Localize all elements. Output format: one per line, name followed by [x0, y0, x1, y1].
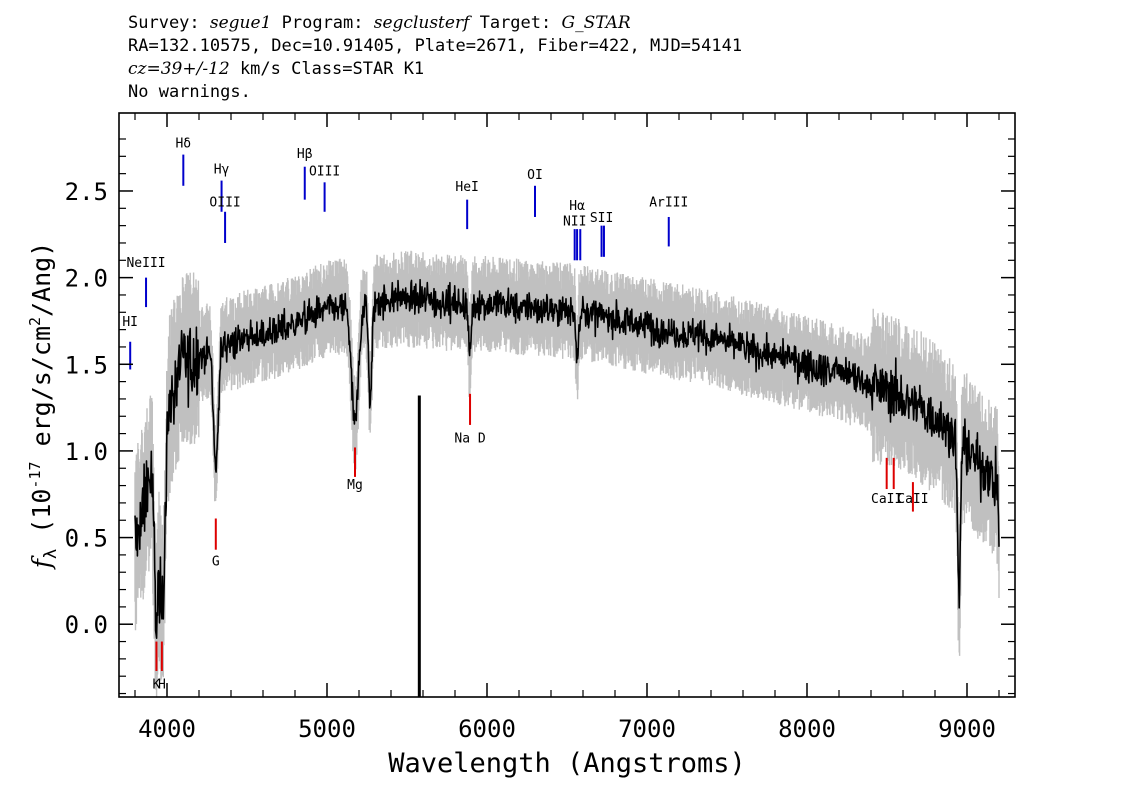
line-label-oiii: OIII [309, 164, 340, 179]
noise-envelope [134, 250, 1000, 697]
line-label-g: G [212, 554, 220, 569]
program-value: segclusterf [373, 13, 470, 33]
flux-line [134, 278, 1000, 639]
target-label: Target: [469, 13, 562, 33]
target-value: G_STAR [561, 13, 631, 33]
line-label-neiii: NeIII [126, 256, 165, 271]
x-tick-label: 8000 [778, 715, 836, 743]
line-label-ariii: ArIII [649, 196, 688, 211]
spectrum-header: Survey: segue1 Program: segclusterf Targ… [128, 12, 742, 104]
line-label-k: K [153, 677, 161, 692]
y-tick-label: 0.0 [65, 611, 108, 639]
line-label-hγ: Hγ [214, 163, 230, 178]
class-text: km/s Class=STAR K1 [229, 59, 425, 79]
axes: 4000 5000 6000 7000 8000 9000 0.0 0.5 1.0 1.5 2.0 2… [65, 113, 1015, 743]
x-tick-label: 6000 [458, 715, 516, 743]
line-label-hβ: Hβ [297, 147, 313, 162]
y-tick-label: 1.0 [65, 438, 108, 466]
line-label-hei: HeI [455, 180, 478, 195]
survey-label: Survey: [128, 13, 210, 33]
line-label-oiii: OIII [209, 196, 240, 211]
noise-envelope-path [134, 250, 1000, 697]
line-label-oi: OI [527, 168, 543, 183]
y-tick-label: 2.0 [65, 265, 108, 293]
program-label: Program: [271, 13, 374, 33]
x-tick-label: 7000 [618, 715, 676, 743]
line-label-hi: HI [122, 315, 138, 330]
header-line-warnings: No warnings. [128, 82, 251, 102]
line-label-sii: SII [590, 211, 613, 226]
x-tick-label: 5000 [298, 715, 356, 743]
line-label-caii: CaII [871, 492, 902, 507]
line-label-hα: Hα [569, 199, 585, 214]
line-label-caii: CaII [897, 492, 928, 507]
plot-frame [118, 112, 1016, 698]
x-tick-label: 9000 [938, 715, 996, 743]
line-label-mg: Mg [347, 478, 363, 493]
header-line-coordinates: RA=132.10575, Dec=10.91405, Plate=2671, … [128, 36, 743, 56]
y-tick-label: 1.5 [65, 351, 108, 379]
y-tick-label: 2.5 [65, 178, 108, 206]
flux-series [134, 278, 1000, 697]
x-axis-label: Wavelength (Angstroms) [388, 748, 746, 779]
header-line-redshift: cz=39+/-12 km/s Class=STAR K1 [128, 58, 742, 81]
y-tick-label: 0.5 [65, 525, 108, 553]
line-label-nii: NII [563, 215, 586, 230]
redshift-value: cz=39+/-12 [128, 59, 230, 79]
y-axis-label: fλ (10-17 erg/s/cm2/Ang) [26, 242, 61, 571]
survey-value: segue1 [209, 13, 272, 33]
x-tick-label: 4000 [138, 715, 196, 743]
y-axis-label-text: fλ (10-17 erg/s/cm2/Ang) [26, 242, 61, 571]
line-label-na-d: Na D [454, 431, 485, 446]
line-label-hδ: Hδ [175, 137, 191, 152]
line-label-h: H [158, 677, 166, 692]
header-line-survey: Survey: segue1 Program: segclusterf Targ… [128, 12, 742, 35]
